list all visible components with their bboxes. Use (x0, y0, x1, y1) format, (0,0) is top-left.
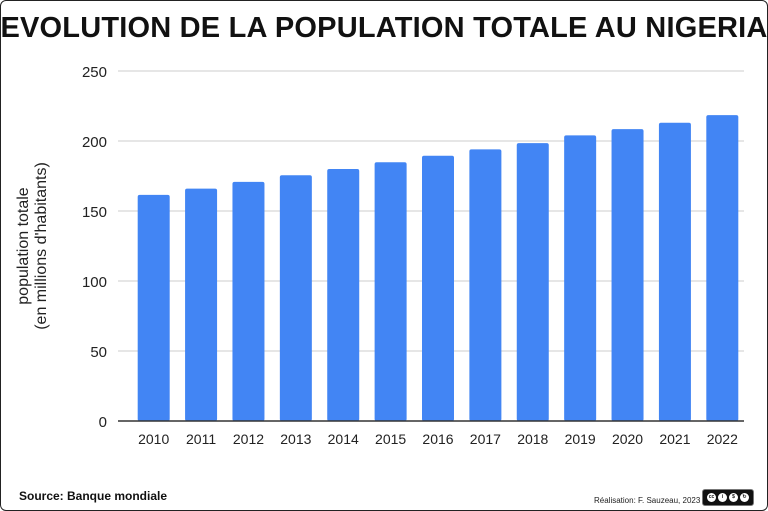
y-tick-label: 200 (82, 134, 107, 151)
chart-title: EVOLUTION DE LA POPULATION TOTALE AU NIG… (0, 12, 768, 44)
x-tick-label: 2016 (422, 431, 453, 447)
bar (469, 149, 502, 421)
y-axis-label-line2: (en millions d'habitants) (33, 162, 50, 330)
y-tick-labels: 0 50 100 150 200 250 (82, 64, 107, 431)
x-tick-label: 2015 (375, 431, 406, 447)
x-tick-label: 2011 (186, 431, 216, 447)
x-tick-label: 2017 (470, 431, 501, 447)
x-tick-labels: 2010 2011 2012 2013 2014 2015 2016 2017 2018 2019… (138, 431, 738, 447)
x-tick-label: 2019 (565, 431, 596, 447)
bar (374, 162, 407, 421)
y-tick-label: 100 (82, 274, 107, 291)
y-tick-label: 50 (90, 344, 107, 361)
bar (611, 129, 644, 421)
credit-note: Réalisation: F. Sauzeau, 2023 (594, 496, 701, 505)
x-tick-label: 2010 (138, 431, 169, 447)
bar (564, 135, 597, 421)
bars (137, 115, 739, 422)
x-tick-label: 2013 (280, 431, 311, 447)
y-tick-label: 0 (99, 414, 107, 431)
nc-icon: $ (729, 493, 738, 502)
by-icon: i (718, 493, 727, 502)
x-tick-label: 2020 (612, 431, 643, 447)
y-tick-label: 150 (82, 204, 107, 221)
x-tick-label: 2021 (659, 431, 690, 447)
bar (232, 181, 265, 421)
bar (327, 169, 360, 421)
x-tick-label: 2014 (328, 431, 359, 447)
bar (422, 155, 454, 421)
bar (185, 188, 218, 421)
x-tick-label: 2022 (707, 431, 738, 447)
bar (516, 143, 549, 421)
source-note: Source: Banque mondiale (19, 489, 168, 503)
sa-icon: ↻ (740, 493, 749, 502)
y-axis-label-line1: population totale (15, 187, 32, 305)
y-tick-label: 250 (82, 64, 107, 81)
bar (658, 122, 691, 422)
creative-commons-by-nc-sa-icon: cc i $ ↻ (702, 489, 754, 506)
x-tick-label: 2018 (517, 431, 548, 447)
x-tick-label: 2012 (233, 431, 264, 447)
bar (137, 194, 170, 421)
cc-icon: cc (707, 493, 716, 502)
bar (706, 115, 739, 421)
bar (279, 175, 312, 421)
